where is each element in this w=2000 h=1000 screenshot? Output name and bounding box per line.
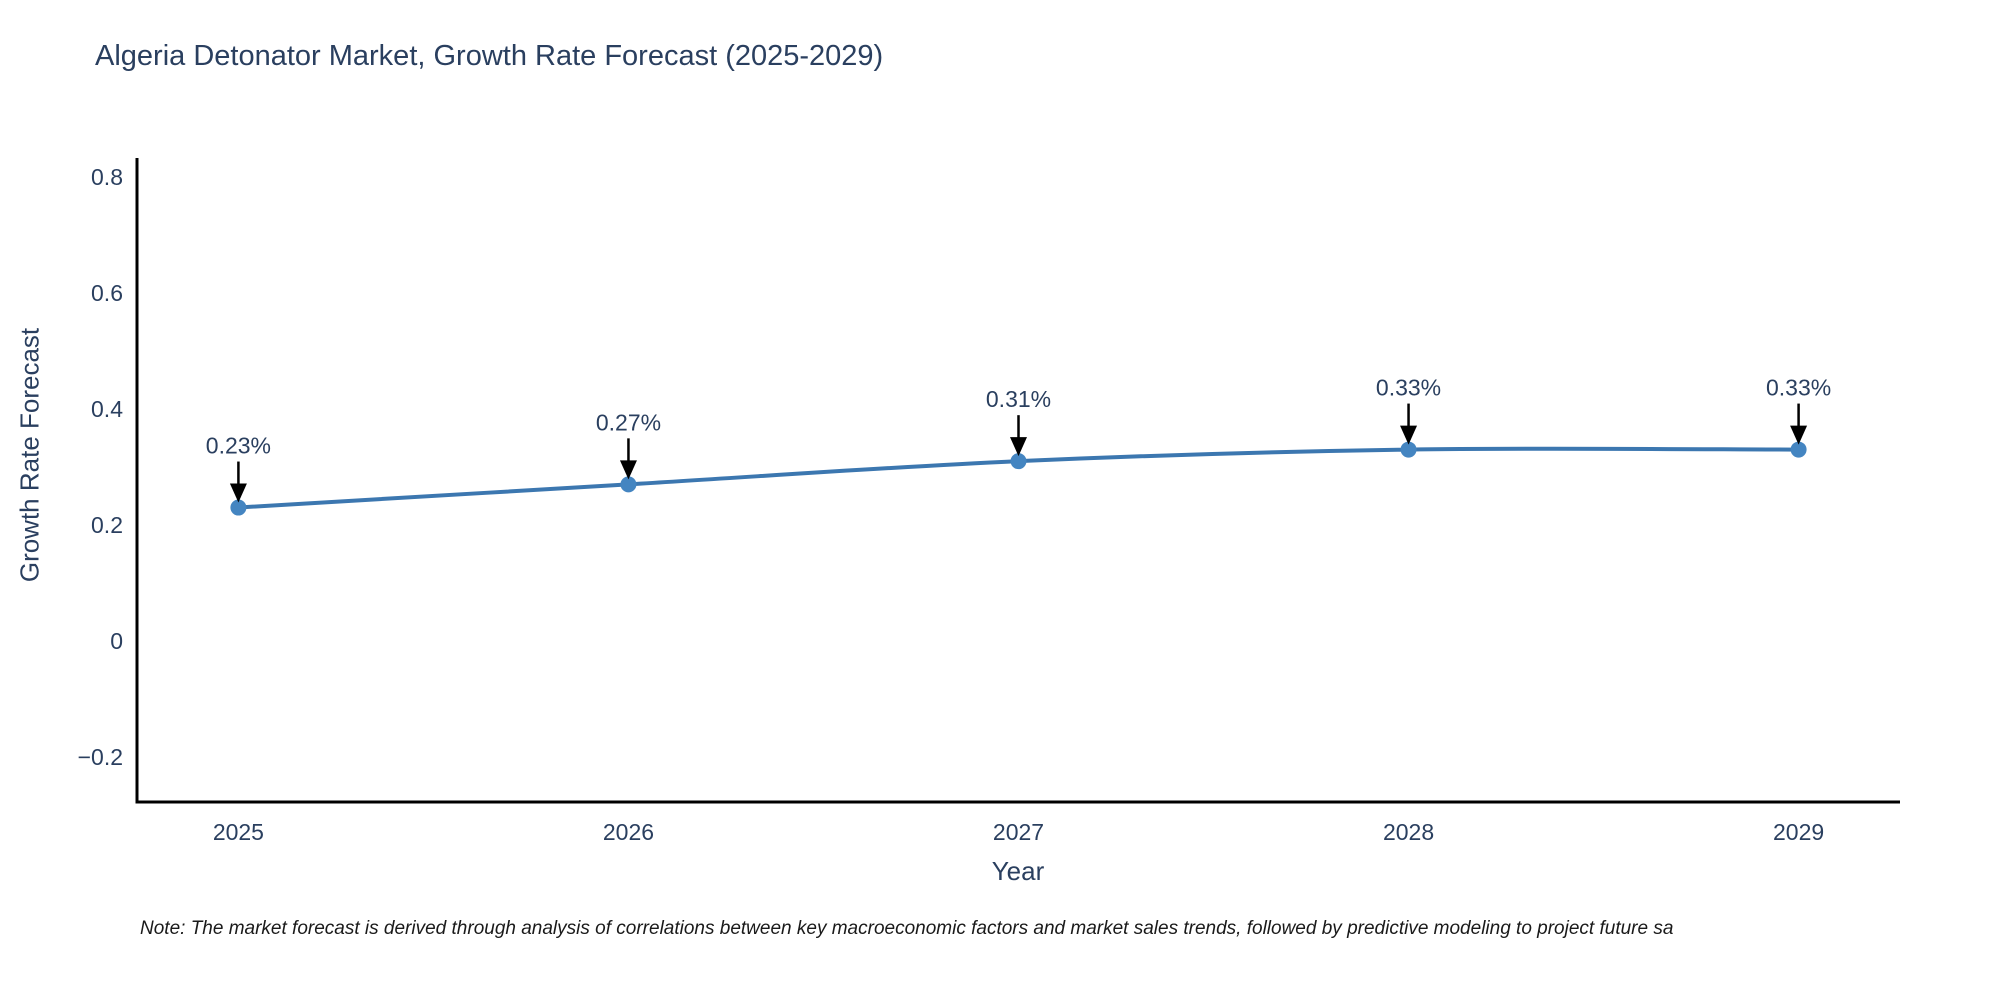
data-point-label: 0.33% (1766, 375, 1831, 401)
x-tick-label: 2027 (993, 819, 1044, 845)
y-tick-label: 0.8 (91, 164, 123, 190)
data-point-label: 0.33% (1376, 375, 1441, 401)
y-tick-label: 0.6 (91, 280, 123, 306)
x-tick-label: 2029 (1773, 819, 1824, 845)
annotation-arrow-head (1400, 425, 1418, 445)
data-point-label: 0.31% (986, 386, 1051, 412)
annotation-arrow-head (1790, 425, 1808, 445)
annotation-arrow-head (229, 483, 247, 503)
data-point-label: 0.27% (596, 409, 661, 435)
annotation-arrow-head (1010, 437, 1027, 457)
y-tick-label: −0.2 (78, 744, 123, 770)
y-tick-label: 0.4 (91, 396, 123, 422)
x-tick-label: 2028 (1383, 819, 1434, 845)
data-point-label: 0.23% (206, 433, 271, 459)
footnote: Note: The market forecast is derived thr… (140, 918, 1674, 939)
x-tick-label: 2026 (603, 819, 654, 845)
data-point[interactable] (1010, 453, 1027, 470)
data-point[interactable] (1400, 441, 1417, 458)
data-point[interactable] (620, 476, 637, 493)
x-axis-title: Year (991, 856, 1045, 886)
data-point[interactable] (1790, 441, 1807, 458)
x-tick-label: 2025 (213, 819, 264, 845)
y-tick-label: 0 (110, 628, 123, 654)
annotation-arrow-head (619, 460, 637, 480)
y-tick-label: 0.2 (91, 512, 123, 538)
data-point[interactable] (230, 499, 247, 516)
chart-title: Algeria Detonator Market, Growth Rate Fo… (95, 40, 884, 72)
